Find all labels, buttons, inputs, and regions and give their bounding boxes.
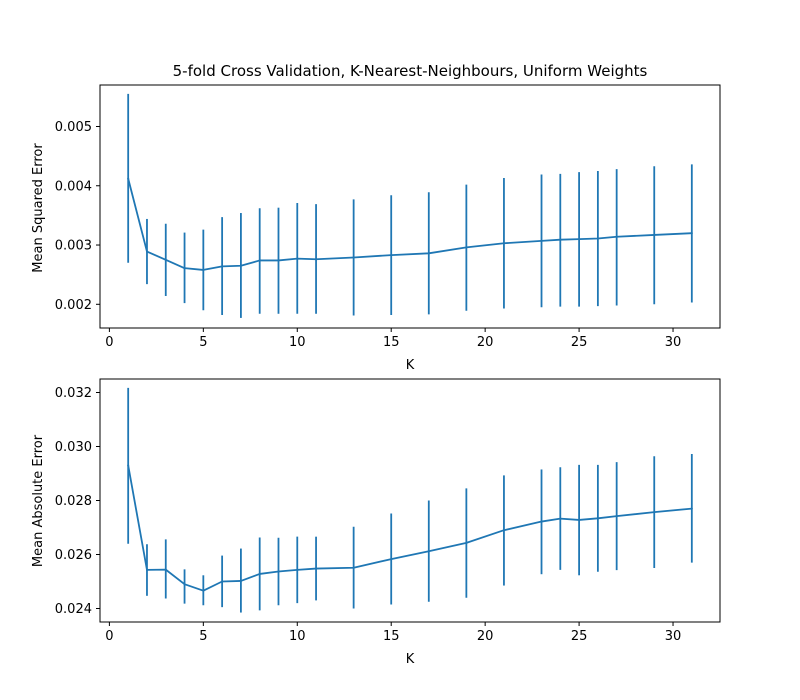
mse-xtick-label: 30 bbox=[665, 335, 682, 350]
mae-data-point bbox=[315, 567, 318, 570]
mae-data-point bbox=[277, 570, 280, 573]
mse-xtick-label: 15 bbox=[383, 335, 400, 350]
mse-data-point bbox=[540, 239, 543, 242]
mae-data-point bbox=[145, 568, 148, 571]
mae-ytick-label: 0.024 bbox=[55, 602, 92, 617]
mae-xtick-label: 15 bbox=[383, 629, 400, 644]
mae-data-point bbox=[465, 541, 468, 544]
mse-data-point bbox=[202, 268, 205, 271]
mse-data-point bbox=[615, 235, 618, 238]
mse-data-point bbox=[578, 238, 581, 241]
mae-data-point bbox=[427, 550, 430, 553]
mae-data-point bbox=[653, 511, 656, 514]
mae-data-point bbox=[164, 568, 167, 571]
mse-data-point bbox=[296, 257, 299, 260]
mae-ytick-label: 0.032 bbox=[55, 386, 92, 401]
mse-data-point bbox=[390, 254, 393, 257]
mae-data-point bbox=[596, 517, 599, 520]
mae-xtick-label: 10 bbox=[289, 629, 306, 644]
mae-ytick-label: 0.026 bbox=[55, 548, 92, 563]
mse-data-point bbox=[145, 250, 148, 253]
mae-yaxis-label: Mean Absolute Error bbox=[31, 434, 46, 567]
mse-data-point bbox=[221, 265, 224, 268]
mae-data-point bbox=[502, 529, 505, 532]
mse-panel: 5-fold Cross Validation, K-Nearest-Neigh… bbox=[31, 62, 721, 373]
mse-ytick-label: 0.005 bbox=[55, 120, 92, 135]
mse-plot-area: 0 5 10 15 20 25 30 0.002 0.003 0.004 0.005 bbox=[55, 84, 721, 350]
mse-xtick-label: 0 bbox=[105, 335, 113, 350]
mae-data-point bbox=[540, 520, 543, 523]
mse-data-point bbox=[164, 258, 167, 261]
mae-data-point bbox=[578, 518, 581, 521]
mae-data-point bbox=[221, 580, 224, 583]
mse-chart-title: 5-fold Cross Validation, K-Nearest-Neigh… bbox=[173, 62, 648, 80]
mae-xaxis-label: K bbox=[406, 652, 415, 667]
mse-xtick-label: 10 bbox=[289, 335, 306, 350]
mae-data-point bbox=[559, 517, 562, 520]
mse-data-point bbox=[352, 256, 355, 259]
mae-xtick-label: 30 bbox=[665, 629, 682, 644]
mse-data-point bbox=[315, 258, 318, 261]
mae-data-point bbox=[690, 507, 693, 510]
mse-data-point bbox=[127, 177, 130, 180]
mse-data-point bbox=[653, 233, 656, 236]
mse-data-point bbox=[465, 246, 468, 249]
mse-xaxis-label: K bbox=[406, 358, 415, 373]
mse-ytick-label: 0.002 bbox=[55, 298, 92, 313]
mse-axes-frame bbox=[99, 84, 721, 329]
mae-xtick-label: 20 bbox=[477, 629, 494, 644]
mse-data-point bbox=[502, 242, 505, 245]
mse-data-point bbox=[559, 238, 562, 241]
mse-data-point bbox=[427, 252, 430, 255]
mse-ytick-label: 0.003 bbox=[55, 239, 92, 254]
mae-xtick-label: 5 bbox=[199, 629, 207, 644]
mse-data-point bbox=[183, 267, 186, 270]
mse-xtick-label: 5 bbox=[199, 335, 207, 350]
mae-data-point bbox=[127, 464, 130, 467]
mae-plot-area: 0 5 10 15 20 25 30 0.024 0.026 0.028 0.030 0.032 bbox=[55, 378, 721, 644]
mae-ytick-label: 0.028 bbox=[55, 494, 92, 509]
mse-data-point bbox=[596, 237, 599, 240]
mse-data-point bbox=[690, 232, 693, 235]
mae-data-point bbox=[258, 572, 261, 575]
mse-data-point bbox=[258, 259, 261, 262]
mse-data-point bbox=[277, 259, 280, 262]
mse-data-point bbox=[239, 264, 242, 267]
mae-data-point bbox=[183, 583, 186, 586]
mae-xtick-label: 0 bbox=[105, 629, 113, 644]
mae-data-point bbox=[352, 566, 355, 569]
mae-ytick-label: 0.030 bbox=[55, 440, 92, 455]
mae-data-point bbox=[390, 558, 393, 561]
mae-xtick-label: 25 bbox=[571, 629, 588, 644]
mse-ytick-label: 0.004 bbox=[55, 179, 92, 194]
mae-data-point bbox=[202, 589, 205, 592]
mse-xtick-label: 25 bbox=[571, 335, 588, 350]
mse-xtick-label: 20 bbox=[477, 335, 494, 350]
mae-data-point bbox=[239, 579, 242, 582]
mae-data-point bbox=[296, 568, 299, 571]
mae-data-point bbox=[615, 515, 618, 518]
mse-yaxis-label: Mean Squared Error bbox=[31, 143, 46, 273]
